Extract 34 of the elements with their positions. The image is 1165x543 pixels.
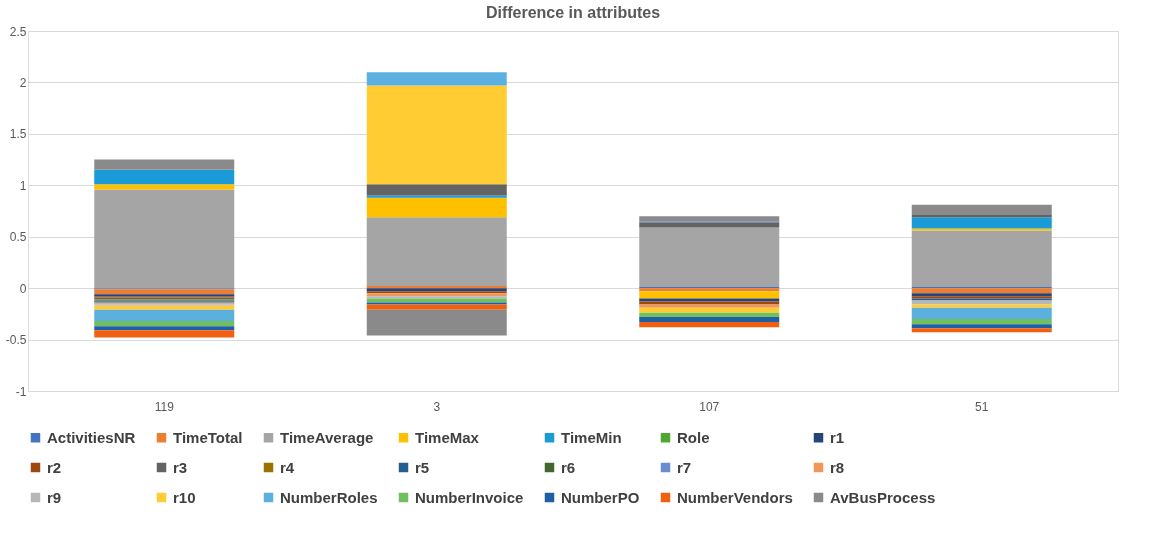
x-tick-label: 107 (699, 399, 720, 414)
y-tick-label: 1.5 (9, 127, 27, 142)
legend-label: NumberInvoice (415, 488, 524, 506)
legend-label: Role (677, 428, 710, 446)
legend-label: AvBusProcess (830, 488, 936, 506)
legend-label: r1 (830, 428, 845, 446)
y-tick-label: 2.5 (9, 24, 27, 39)
y-tick-label: 1 (19, 178, 27, 193)
legend-label: r2 (47, 458, 62, 476)
legend-label: r5 (415, 458, 430, 476)
legend-label: ActivitiesNR (47, 428, 136, 446)
legend-label: r10 (173, 488, 196, 506)
legend-label: r3 (173, 458, 188, 476)
legend-label: TimeMax (415, 428, 480, 446)
legend-label: r6 (561, 458, 576, 476)
legend-label: r9 (47, 488, 62, 506)
x-tick-label: 119 (154, 399, 175, 414)
legend-label: r8 (830, 458, 845, 476)
y-tick-label: -1 (15, 384, 27, 399)
y-tick-label: 0 (19, 281, 27, 296)
legend-label: NumberVendors (677, 488, 793, 506)
y-tick-label: 0.5 (9, 230, 27, 245)
legend-label: TimeAverage (280, 428, 374, 446)
x-tick-label: 3 (433, 399, 441, 414)
x-tick-label: 51 (975, 399, 989, 414)
legend-label: NumberRoles (280, 488, 378, 506)
legend-label: TimeMin (561, 428, 622, 446)
legend-label: TimeTotal (173, 428, 243, 446)
legend-label: r7 (677, 458, 692, 476)
legend-label: NumberPO (561, 488, 640, 506)
y-tick-label: 2 (19, 75, 27, 90)
y-tick-label: -0.5 (5, 333, 27, 348)
legend-label: r4 (280, 458, 295, 476)
chart-title: Difference in attributes (485, 4, 661, 21)
